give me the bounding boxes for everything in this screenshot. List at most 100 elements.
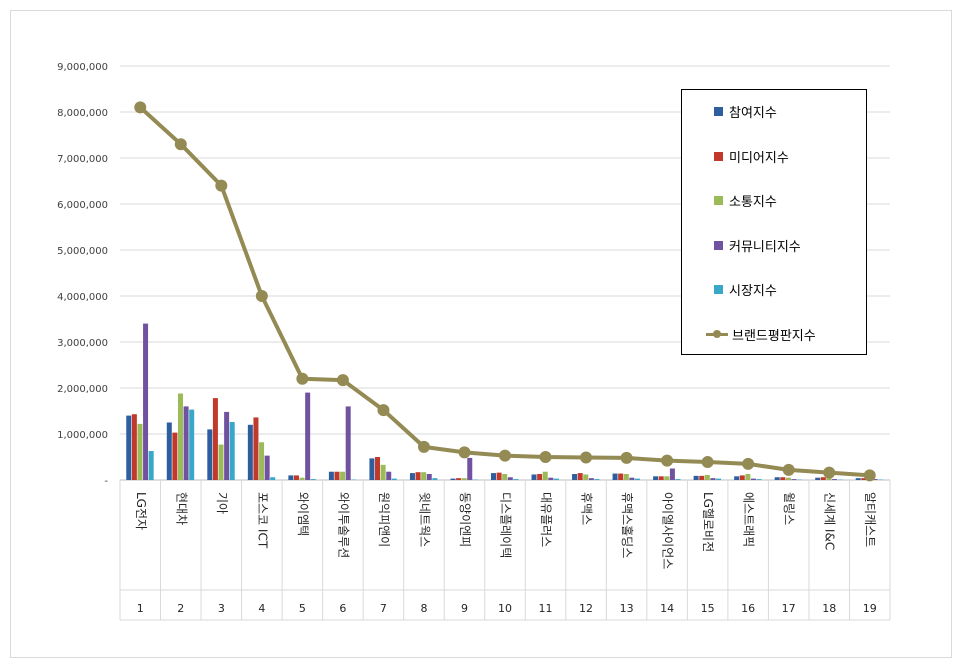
category-label: 현대차	[174, 492, 188, 525]
bar	[143, 323, 149, 480]
bar	[855, 478, 861, 480]
bar	[207, 429, 213, 480]
category-number: 9	[461, 602, 468, 615]
bar	[699, 475, 705, 480]
bar	[675, 479, 681, 480]
bar	[734, 476, 740, 480]
category-label: 디스플레이텍	[499, 492, 513, 558]
legend-label: 커뮤니티지수	[729, 239, 801, 255]
bar	[450, 478, 456, 480]
bar	[658, 476, 664, 480]
category-label: 포스코 ICT	[255, 492, 269, 549]
category-number: 12	[579, 602, 593, 615]
bar	[369, 458, 375, 480]
bar	[212, 398, 218, 480]
line-point	[296, 372, 309, 385]
legend-label: 소통지수	[729, 195, 777, 210]
bar	[872, 479, 878, 480]
bar	[716, 478, 722, 480]
bar	[345, 406, 351, 480]
legend-swatch	[714, 196, 723, 205]
bar	[310, 479, 316, 480]
category-label: 대유플러스	[539, 492, 553, 547]
legend-swatch	[714, 151, 723, 161]
bar	[426, 474, 432, 480]
bar	[513, 479, 519, 480]
bar	[820, 477, 826, 480]
legend-item: 미디어지수	[714, 147, 789, 166]
bar	[553, 478, 559, 480]
bar	[756, 479, 762, 480]
bar	[750, 478, 756, 480]
bar	[391, 478, 397, 480]
bar	[166, 422, 172, 480]
bar	[710, 478, 716, 480]
bar	[594, 479, 600, 480]
category-label: 동양이엔피	[458, 492, 472, 547]
bar	[456, 478, 462, 480]
line-point	[539, 451, 552, 463]
bar	[537, 474, 543, 480]
bar	[334, 471, 340, 480]
category-label: 원익피앤이	[377, 492, 391, 547]
line-point	[620, 451, 633, 464]
category-label: 알티캐스트	[863, 492, 877, 547]
category-label: 와이투솔루션	[336, 492, 350, 558]
bar	[507, 477, 513, 480]
bar	[375, 457, 381, 480]
legend-swatch	[714, 107, 723, 116]
legend-dot-marker	[713, 329, 721, 338]
bar	[583, 474, 589, 480]
bar	[745, 474, 751, 480]
bar	[264, 455, 270, 480]
bar	[774, 477, 780, 480]
bar	[572, 474, 578, 480]
category-number: 13	[620, 602, 634, 615]
bar	[467, 457, 473, 480]
category-number: 4	[258, 602, 265, 615]
bar	[218, 444, 224, 480]
legend-label: 참여지수	[729, 106, 777, 121]
legend-item: 참여지수	[714, 102, 777, 121]
bar	[496, 472, 502, 480]
category-label: 에스트래픽	[742, 492, 756, 547]
bar	[131, 414, 137, 480]
category-label: 기아	[215, 492, 229, 514]
line-point	[499, 449, 511, 462]
bar	[791, 479, 797, 480]
bar	[386, 471, 392, 480]
bar	[548, 477, 554, 480]
category-number: 3	[218, 602, 225, 615]
category-label: 윌링스	[782, 492, 796, 525]
category-label: 휴맥스	[580, 492, 594, 525]
bar	[137, 423, 143, 480]
bar	[623, 474, 629, 480]
line-point	[458, 446, 471, 459]
bar	[247, 424, 253, 480]
category-label: 아이엘사이언스	[661, 492, 675, 569]
bar	[653, 476, 659, 480]
line-point	[742, 457, 755, 470]
bar	[664, 476, 670, 480]
bar	[328, 471, 334, 480]
bar	[634, 478, 640, 480]
line-point	[580, 451, 593, 464]
category-label: LG헬로비전	[701, 492, 715, 552]
bar	[288, 475, 294, 480]
y-tick-label: -	[104, 476, 108, 487]
bar	[618, 473, 624, 480]
category-label: LG전자	[134, 492, 148, 530]
category-number: 1	[137, 602, 144, 615]
legend-item: 시장지수	[714, 280, 777, 299]
category-number: 7	[380, 602, 387, 615]
bar	[739, 475, 745, 480]
legend-label: 브랜드평판지수	[732, 328, 816, 344]
bar	[172, 432, 178, 480]
bar	[612, 473, 618, 480]
legend-line-marker	[706, 329, 728, 338]
legend-swatch	[714, 240, 723, 250]
bar	[577, 473, 583, 480]
legend-label: 시장지수	[729, 284, 777, 299]
bar	[826, 477, 832, 480]
category-number: 14	[660, 602, 674, 615]
